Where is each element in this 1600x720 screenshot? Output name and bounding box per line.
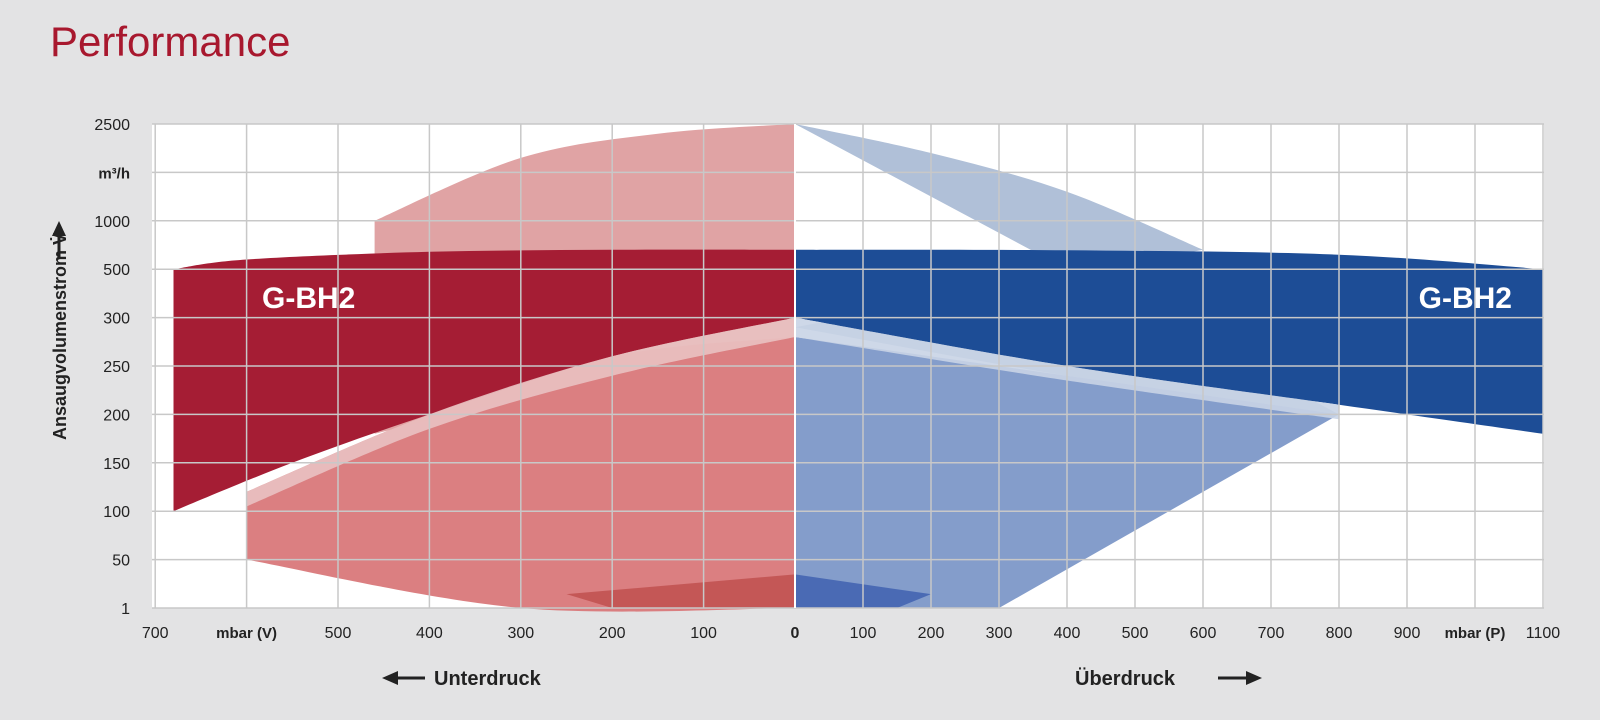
x-unit-right: mbar (P): [1445, 625, 1506, 642]
y-tick-label: 300: [103, 311, 130, 328]
x-tick-label-pressure: 300: [986, 625, 1013, 642]
x-axis-ticks: 700 mbar (V) 500 400 300 200 100 0 100 200 300 400 5…: [142, 625, 1560, 642]
x-direction-left-label: Unterdruck: [434, 668, 542, 690]
series-label-pressure: G-BH2: [1419, 282, 1512, 315]
y-tick-label: 1000: [94, 214, 130, 231]
y-axis-arrow: [52, 221, 66, 258]
x-direction-right: Überdruck: [1075, 667, 1262, 690]
x-tick-zero: 0: [791, 625, 800, 642]
left-arrow-head: [382, 671, 398, 685]
x-tick-label-pressure: 100: [850, 625, 877, 642]
x-tick-label-pressure: 500: [1122, 625, 1149, 642]
y-axis-arrow-head: [52, 221, 66, 236]
x-tick-label-vacuum: 500: [325, 625, 352, 642]
vacuum-overlay-stripe: [246, 317, 796, 507]
x-tick-label-pressure: 800: [1326, 625, 1353, 642]
y-axis-label: Ansaugvolumenstrom V̇: [49, 233, 70, 440]
x-tick-label-vacuum: 400: [416, 625, 443, 642]
series-labels: G-BH2 G-BH2: [262, 282, 1512, 315]
y-unit-label: m³/h: [98, 165, 130, 182]
series-label-vacuum: G-BH2: [262, 282, 355, 315]
x-tick-label-vacuum: 300: [507, 625, 534, 642]
x-tick-label-pressure: 900: [1394, 625, 1421, 642]
x-tick-label-vacuum: 200: [599, 625, 626, 642]
x-tick-label-vacuum: 700: [142, 625, 169, 642]
y-tick-label: 50: [112, 553, 130, 570]
y-tick-label: 1: [121, 601, 130, 618]
y-tick-label: 200: [103, 407, 130, 424]
x-tick-label-pressure: 400: [1054, 625, 1081, 642]
series-band-vacuum: [173, 249, 795, 512]
series-band-pressure: [795, 249, 1543, 434]
vacuum-low-wedge: [566, 574, 795, 608]
x-tick-label-pressure: 200: [918, 625, 945, 642]
y-tick-label: 500: [103, 262, 130, 279]
y-axis-ticks: 2500 m³/h 1000 500 300 250 200 150 100 50 1: [94, 117, 130, 618]
y-tick-label: 250: [103, 359, 130, 376]
x-unit-left: mbar (V): [216, 625, 277, 642]
right-arrow-head: [1246, 671, 1262, 685]
x-tick-label-pressure: 700: [1258, 625, 1285, 642]
x-direction-left: Unterdruck: [382, 668, 542, 690]
x-tick-label-vacuum: 100: [690, 625, 717, 642]
y-tick-label: 150: [103, 456, 130, 473]
x-direction-right-label: Überdruck: [1075, 667, 1176, 690]
y-tick-label: 100: [103, 504, 130, 521]
x-tick-label-pressure: 600: [1190, 625, 1217, 642]
grid-lines: [152, 123, 1544, 609]
page-title: Performance: [50, 18, 291, 65]
x-tick-label-pressure: 1100: [1526, 625, 1561, 642]
y-tick-label: 2500: [94, 117, 130, 134]
